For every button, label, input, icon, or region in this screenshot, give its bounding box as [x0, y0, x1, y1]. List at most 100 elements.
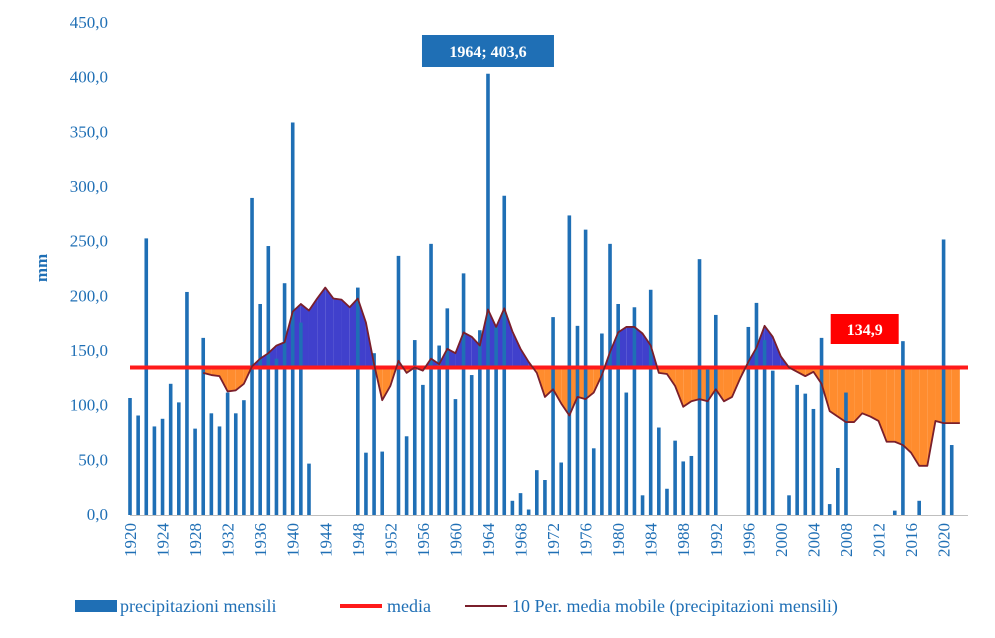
fill-below-mean [829, 367, 838, 417]
bar-1987 [673, 440, 677, 515]
bar-1971 [543, 480, 547, 515]
bar-1956 [421, 384, 425, 515]
bar-1963 [478, 330, 482, 515]
bar-1932 [225, 392, 230, 515]
bar-1977 [591, 448, 596, 515]
bar-1958 [437, 345, 441, 515]
x-tick-label: 1980 [609, 523, 628, 557]
bar-1922 [144, 238, 149, 515]
moving-average-line [202, 286, 960, 467]
fill-below-mean [585, 367, 594, 400]
x-tick-label: 1944 [316, 523, 335, 558]
bar-1948 [356, 287, 360, 515]
bar-1974 [567, 215, 572, 515]
bar-2001 [787, 495, 791, 515]
fill-below-mean [870, 367, 879, 421]
fill-below-mean [805, 367, 814, 377]
fill-below-mean [227, 367, 236, 392]
fill-above-mean [447, 348, 456, 368]
fill-above-mean [260, 353, 269, 368]
fill-above-mean [357, 298, 366, 368]
bar-1998 [762, 340, 767, 515]
bar-1961 [461, 273, 466, 515]
x-tick-label: 1924 [154, 523, 173, 558]
bar-1978 [600, 333, 604, 515]
bar-1940 [290, 122, 295, 516]
bar-1954 [404, 436, 409, 515]
fill-above-mean [333, 298, 342, 368]
fill-below-mean [837, 367, 846, 423]
x-tick-label: 2000 [772, 523, 791, 557]
y-tick-label: 0,0 [87, 505, 108, 524]
x-tick-label: 2008 [837, 523, 856, 557]
bar-1942 [307, 463, 311, 515]
bar-1984 [648, 289, 653, 515]
bar-1966 [502, 195, 507, 515]
y-tick-label: 400,0 [70, 68, 108, 87]
bar-1996 [746, 326, 751, 515]
x-tick-label: 1992 [707, 523, 726, 557]
fill-above-mean [268, 345, 277, 368]
fill-below-mean [935, 367, 944, 424]
bar-1992 [713, 314, 718, 515]
mean-annotation-label: 134,9 [847, 322, 883, 339]
x-tick-label: 1956 [414, 523, 433, 557]
bar-1927 [185, 291, 189, 515]
fill-below-mean [821, 367, 830, 412]
x-tick-label: 1940 [284, 523, 303, 557]
fill-above-mean [300, 303, 309, 368]
legend-label: precipitazioni mensili [120, 596, 276, 616]
fill-below-mean [561, 367, 570, 416]
bar-1965 [494, 326, 498, 515]
fill-below-mean [919, 367, 928, 466]
annotations: 1964; 403,6 134,9 [421, 35, 899, 344]
fill-below-mean [854, 367, 863, 423]
bar-1986 [665, 488, 669, 515]
legend: precipitazioni mensili media 10 Per. media… [75, 596, 838, 617]
fill-above-mean [642, 333, 651, 368]
bar-1960 [453, 399, 458, 515]
bar-2014 [892, 510, 897, 515]
fill-below-mean [911, 367, 920, 466]
bar-2005 [819, 337, 824, 515]
fill-below-mean [886, 367, 895, 442]
bar-1934 [242, 400, 246, 515]
bar-1938 [274, 358, 279, 515]
bar-1953 [396, 255, 401, 515]
fill-above-mean [618, 326, 627, 368]
bar-1923 [152, 426, 157, 515]
fill-above-mean [317, 287, 326, 368]
bar-1941 [299, 322, 303, 515]
fill-below-mean [902, 367, 912, 453]
bar-1981 [624, 392, 629, 515]
x-tick-label: 2016 [902, 523, 921, 557]
fill-below-mean [382, 367, 391, 401]
bar-1937 [266, 246, 271, 516]
x-tick-label: 1936 [251, 523, 270, 557]
bar-1921 [136, 415, 140, 515]
bar-1970 [535, 470, 539, 515]
fill-below-mean [723, 367, 733, 402]
bar-1964 [486, 73, 490, 515]
fill-below-mean [845, 367, 855, 423]
x-axis: 1920 1924 1928 1932 1936 1940 1944 1948 1952 1956… [121, 515, 968, 558]
bar-1949 [364, 452, 368, 515]
fill-above-mean [349, 298, 358, 368]
bar-2006 [827, 504, 832, 515]
fill-below-mean [862, 367, 871, 417]
precipitation-bars [128, 73, 954, 516]
x-tick-label: 2020 [935, 523, 954, 557]
y-tick-label: 450,0 [70, 13, 108, 32]
fill-above-mean [626, 326, 635, 368]
bar-2007 [836, 467, 840, 515]
x-tick-label: 1976 [577, 523, 596, 557]
bar-1973 [559, 462, 563, 515]
x-tick-label: 1988 [674, 523, 693, 557]
fill-below-mean [894, 367, 903, 446]
bar-1968 [518, 493, 523, 515]
fill-above-mean [455, 332, 464, 368]
fill-below-mean [683, 367, 692, 407]
x-tick-label: 1920 [121, 523, 140, 557]
bar-1933 [233, 413, 238, 515]
